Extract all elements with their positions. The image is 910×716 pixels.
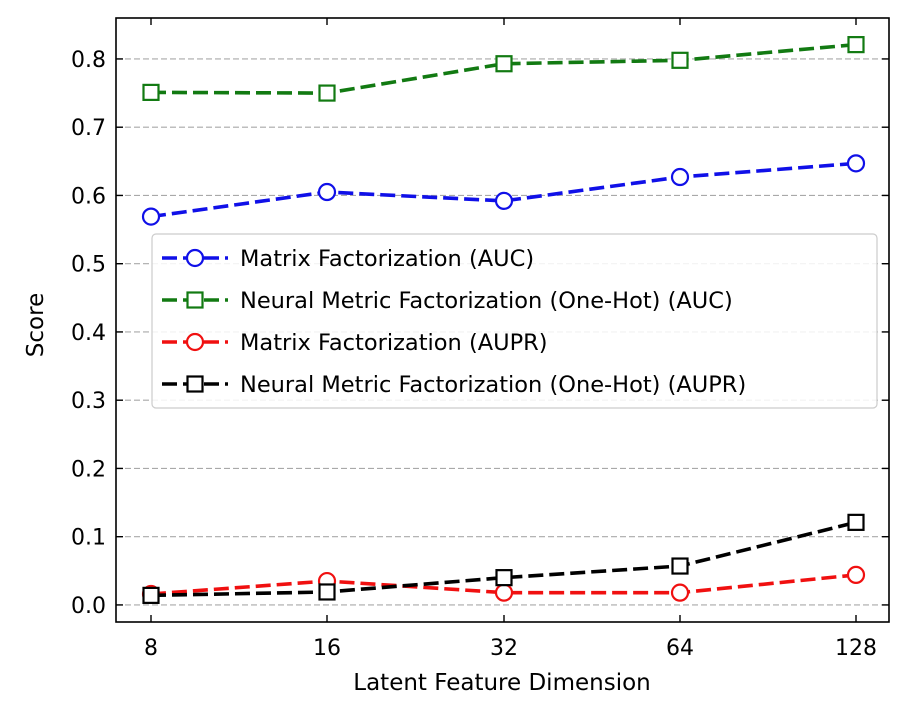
data-point (318, 84, 336, 102)
data-point (847, 36, 865, 54)
y-tick-label: 0.1 (71, 526, 106, 551)
plot-frame (115, 17, 890, 623)
legend-marker (185, 248, 205, 268)
legend-entry: Matrix Factorization (AUC) (162, 246, 534, 272)
y-tick-label: 0.4 (71, 321, 106, 346)
legend-entry: Matrix Factorization (AUPR) (162, 330, 548, 356)
legend-entry: Neural Metric Factorization (One-Hot) (A… (162, 288, 733, 314)
data-point (494, 583, 514, 602)
axis-ticks: 0.0 0.1 0.2 0.3 0.4 0.5 0.6 0.7 0.8 8 16 32 64 128 (71, 18, 889, 661)
data-point (670, 583, 690, 602)
data-point (846, 565, 866, 585)
plot-series (141, 36, 866, 604)
data-point (142, 83, 160, 101)
series-line (150, 520, 857, 598)
legend: Matrix Factorization (AUC) Neural Metric … (151, 233, 878, 409)
y-tick-label: 0.6 (71, 184, 106, 209)
series-line (150, 161, 857, 219)
y-axis-label: Score (23, 293, 49, 357)
x-axis-label: Latent Feature Dimension (353, 670, 650, 696)
y-tick-label: 0.0 (71, 594, 106, 619)
legend-marker (186, 291, 204, 309)
x-tick-label: 16 (313, 636, 341, 661)
data-point (318, 583, 336, 601)
data-point (142, 586, 160, 604)
series-2 (142, 36, 865, 102)
legend-entry: Neural Metric Factorization (One-Hot) (A… (162, 372, 746, 398)
y-tick-label: 0.7 (71, 116, 106, 141)
legend-box (151, 233, 878, 409)
legend-marker (186, 375, 204, 393)
y-tick-label: 0.2 (71, 457, 106, 482)
legend-label: Neural Metric Factorization (One-Hot) (A… (240, 288, 733, 314)
series-1 (141, 154, 866, 226)
data-point (141, 207, 161, 226)
data-point (317, 182, 337, 202)
series-line (150, 573, 857, 596)
series-4 (142, 513, 865, 604)
legend-label: Matrix Factorization (AUC) (240, 246, 534, 272)
data-point (671, 51, 689, 69)
y-tick-label: 0.3 (71, 389, 106, 414)
x-tick-label: 8 (144, 636, 158, 661)
data-point (671, 557, 689, 575)
data-point (670, 167, 690, 187)
data-point (495, 569, 513, 587)
series-line (150, 42, 857, 95)
data-point (495, 55, 513, 73)
data-point (494, 191, 514, 211)
x-tick-label: 32 (490, 636, 518, 661)
legend-marker (185, 332, 205, 352)
x-tick-label: 64 (666, 636, 694, 661)
legend-label: Matrix Factorization (AUPR) (240, 330, 548, 356)
x-tick-label: 128 (835, 636, 877, 661)
legend-label: Neural Metric Factorization (One-Hot) (A… (240, 372, 746, 398)
data-point (847, 513, 865, 531)
y-tick-label: 0.5 (71, 253, 106, 278)
y-tick-label: 0.8 (71, 48, 106, 73)
data-point (846, 154, 866, 173)
